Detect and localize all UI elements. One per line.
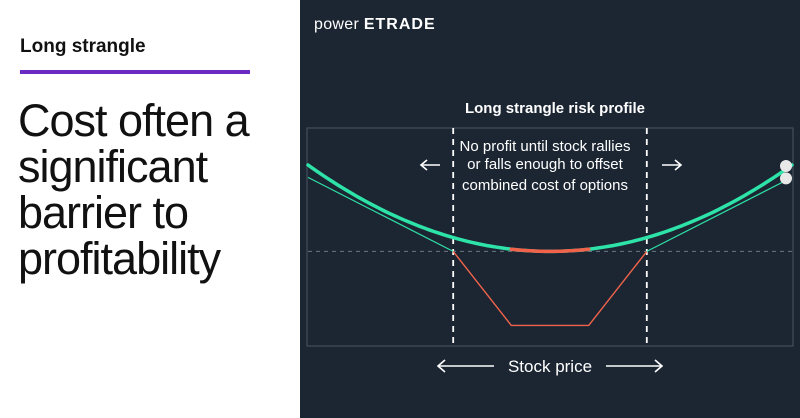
chart-title: Long strangle risk profile xyxy=(465,100,645,117)
curve-end-marker xyxy=(780,160,792,173)
brand-word: power xyxy=(314,16,360,33)
left-panel: Long strangle Cost often a significant b… xyxy=(0,0,300,418)
annotation-line-2: or falls enough to offset xyxy=(467,156,623,173)
expiration-line-right xyxy=(646,176,793,252)
annotation-arrowhead-left xyxy=(419,159,428,171)
risk-profile-chart: Long strangle risk profile No profit unt… xyxy=(306,100,794,376)
expiration-line-left xyxy=(307,176,454,252)
annotation-line-3: combined cost of options xyxy=(462,177,628,194)
expiration-line-loss xyxy=(452,250,648,327)
chart-panel: power ETRADE Long strangle risk profile … xyxy=(300,0,800,418)
expiration-end-marker xyxy=(780,172,792,185)
x-axis-label-group: Stock price xyxy=(436,357,664,376)
annotation-arrowhead-right xyxy=(674,159,683,171)
brand-trade: TRADE xyxy=(375,16,436,33)
x-axis-arrowhead-right xyxy=(654,359,664,373)
brand-e: E xyxy=(363,16,376,33)
headline: Cost often a significant barrier to prof… xyxy=(18,95,250,284)
x-axis-label: Stock price xyxy=(508,357,592,376)
accent-rule xyxy=(20,70,250,74)
annotation-line-1: No profit until stock rallies xyxy=(460,138,631,155)
profit-curve-loss-segment xyxy=(509,247,591,254)
chart-frame xyxy=(306,127,794,347)
brand-logo: power ETRADE xyxy=(314,16,436,34)
annotation: No profit until stock rallies or falls e… xyxy=(419,138,683,194)
kicker-title: Long strangle xyxy=(20,36,146,57)
x-axis-arrowhead-left xyxy=(436,359,446,373)
